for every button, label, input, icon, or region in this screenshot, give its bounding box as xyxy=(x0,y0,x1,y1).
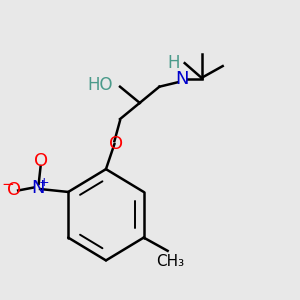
Text: +: + xyxy=(39,176,49,189)
Text: H: H xyxy=(167,54,180,72)
Text: O: O xyxy=(7,182,21,200)
Text: −: − xyxy=(2,176,14,191)
Text: HO: HO xyxy=(88,76,113,94)
Text: N: N xyxy=(175,70,189,88)
Text: N: N xyxy=(31,178,45,196)
Text: O: O xyxy=(109,135,123,153)
Text: CH₃: CH₃ xyxy=(156,254,184,269)
Text: O: O xyxy=(34,152,48,170)
